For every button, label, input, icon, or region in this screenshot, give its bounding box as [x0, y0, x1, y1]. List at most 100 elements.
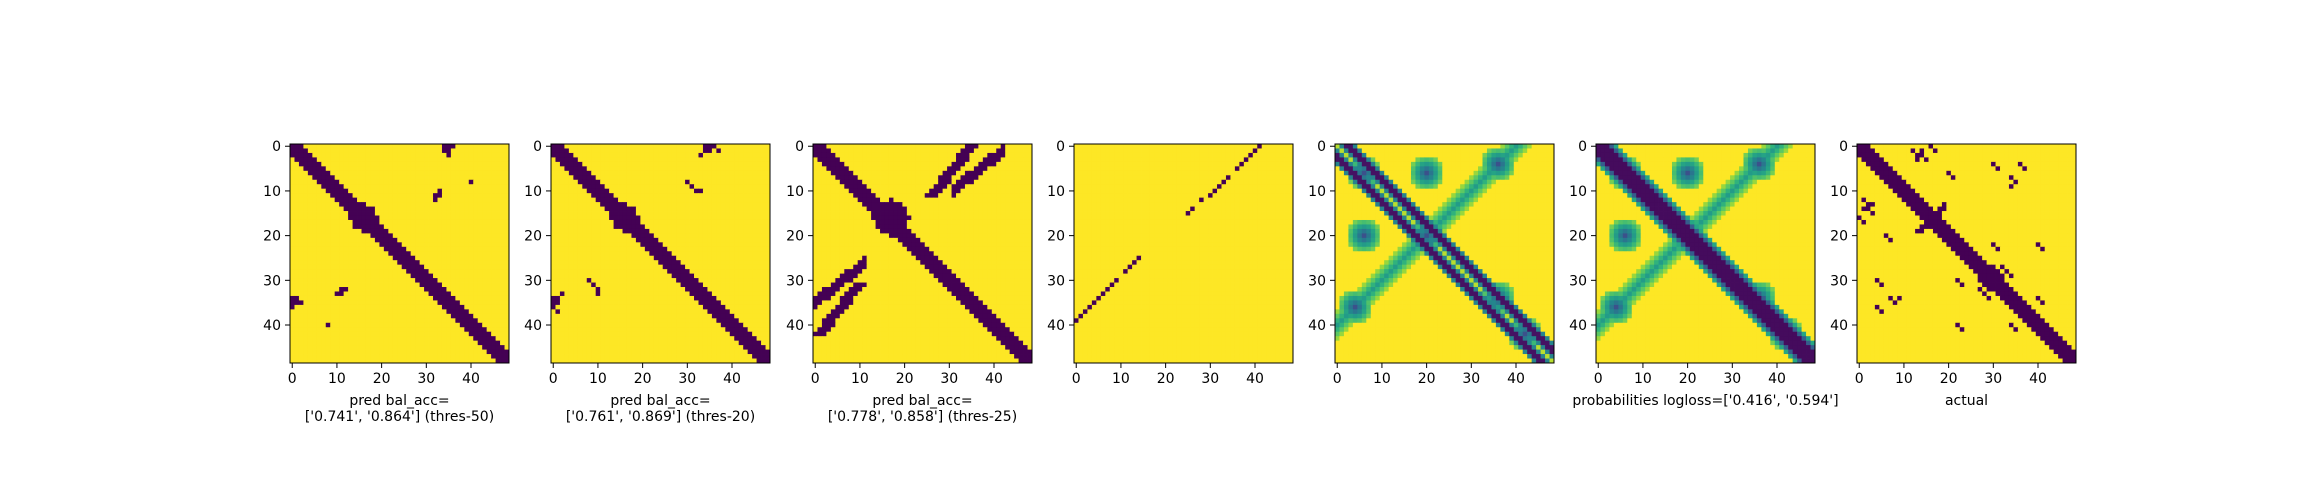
heatmap-cell	[707, 345, 713, 350]
heatmap-cell	[441, 331, 447, 337]
heatmap-cell	[743, 304, 749, 310]
heatmap-cell	[406, 322, 412, 328]
heatmap-cell	[455, 166, 461, 172]
heatmap-cell	[406, 184, 412, 190]
heatmap-cell	[738, 193, 744, 199]
heatmap-cell	[450, 166, 456, 172]
heatmap-cell	[307, 144, 313, 149]
heatmap-cell	[361, 300, 367, 306]
heatmap-cell	[325, 197, 331, 203]
heatmap-cell	[568, 255, 574, 261]
heatmap-cell	[564, 202, 570, 207]
heatmap-cell	[343, 166, 349, 172]
heatmap-cell	[640, 206, 646, 212]
heatmap-cell	[441, 260, 447, 266]
heatmap-cell	[698, 322, 704, 328]
heatmap-cell	[987, 152, 993, 158]
heatmap-cell	[559, 327, 565, 333]
heatmap-cell	[813, 148, 818, 154]
heatmap-cell	[397, 291, 403, 297]
heatmap-cell	[591, 354, 597, 359]
heatmap-cell	[491, 260, 496, 266]
heatmap-cell	[982, 144, 988, 149]
heatmap-cell	[316, 260, 322, 266]
heatmap-cell	[294, 179, 300, 185]
x-axis-label: ['0.741', '0.864'] (thres-50)	[305, 409, 494, 425]
heatmap-cell	[330, 269, 336, 275]
heatmap-cell	[698, 313, 704, 319]
heatmap-cell	[609, 291, 614, 297]
heatmap-cell	[622, 170, 628, 176]
heatmap-cell	[555, 179, 561, 185]
heatmap-cell	[348, 179, 353, 185]
heatmap-cell	[294, 188, 300, 194]
heatmap-cell	[582, 309, 588, 315]
heatmap-cell	[555, 318, 561, 324]
heatmap-cell	[365, 322, 371, 328]
heatmap-cell	[370, 295, 376, 301]
heatmap-cell	[330, 287, 336, 292]
heatmap-cell	[298, 300, 304, 306]
heatmap-cell	[334, 193, 340, 199]
heatmap-cell	[495, 157, 501, 163]
heatmap-cell	[446, 175, 452, 181]
heatmap-cell	[441, 287, 447, 292]
heatmap-cell	[667, 295, 673, 301]
heatmap-cell	[303, 170, 309, 176]
heatmap-cell	[743, 322, 749, 328]
heatmap-cell	[446, 255, 452, 261]
heatmap-cell	[361, 219, 367, 225]
heatmap-cell	[871, 144, 876, 149]
heatmap-cell	[312, 188, 318, 194]
heatmap-cell	[716, 228, 722, 234]
heatmap-cell	[694, 206, 699, 212]
heatmap-cell	[424, 202, 429, 207]
heatmap-cell	[401, 215, 407, 221]
heatmap-cell	[658, 295, 664, 301]
heatmap-cell	[388, 282, 394, 288]
heatmap-cell	[676, 331, 682, 337]
heatmap-cell	[455, 331, 461, 337]
heatmap-cell	[586, 152, 592, 158]
heatmap-cell	[716, 157, 722, 163]
heatmap-cell	[424, 148, 429, 154]
heatmap-cell	[433, 264, 438, 270]
heatmap-cell	[383, 309, 389, 315]
heatmap-cell	[685, 300, 690, 306]
heatmap-cell	[450, 233, 456, 239]
heatmap-cell	[290, 336, 295, 342]
heatmap-cell	[662, 237, 668, 243]
heatmap-cell	[330, 215, 336, 221]
heatmap-cell	[343, 255, 349, 261]
heatmap-cell	[738, 295, 744, 301]
heatmap-cell	[486, 331, 492, 337]
heatmap-cell	[756, 157, 762, 163]
heatmap-cell	[568, 309, 574, 315]
heatmap-cell	[290, 345, 295, 350]
heatmap-cell	[564, 166, 570, 172]
heatmap-cell	[671, 148, 677, 154]
heatmap-cell	[640, 345, 646, 350]
heatmap-cell	[321, 233, 327, 239]
heatmap-cell	[365, 219, 371, 225]
heatmap-cell	[290, 322, 295, 328]
heatmap-cell	[765, 358, 771, 364]
heatmap-cell	[441, 251, 447, 257]
heatmap-cell	[649, 287, 655, 292]
heatmap-cell	[626, 322, 632, 328]
heatmap-cell	[343, 295, 349, 301]
heatmap-cell	[716, 327, 722, 333]
heatmap-cell	[491, 161, 496, 167]
heatmap-cell	[477, 242, 483, 248]
heatmap-cell	[694, 291, 699, 297]
heatmap-cell	[667, 251, 673, 257]
heatmap-cell	[290, 175, 295, 181]
heatmap-cell	[477, 251, 483, 257]
heatmap-cell	[464, 327, 470, 333]
heatmap-cell	[702, 157, 708, 163]
heatmap-cell	[716, 184, 722, 190]
heatmap-cell	[477, 278, 483, 283]
heatmap-cell	[725, 148, 731, 154]
heatmap-cell	[397, 295, 403, 301]
heatmap-cell	[716, 354, 722, 359]
